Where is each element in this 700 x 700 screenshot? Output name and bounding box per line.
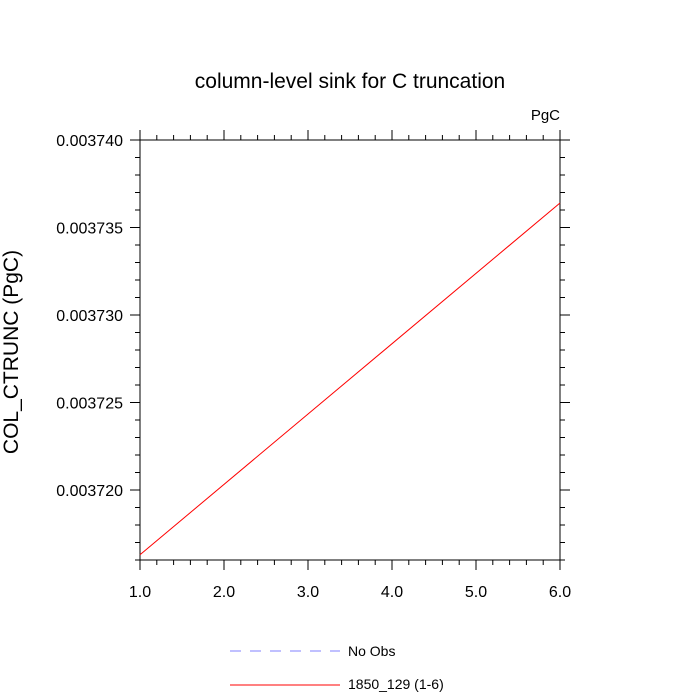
y-tick-label: 0.003725 bbox=[56, 396, 123, 413]
x-tick-label: 1.0 bbox=[129, 584, 151, 601]
legend-label-no-obs: No Obs bbox=[348, 643, 396, 659]
units-label: PgC bbox=[530, 107, 560, 124]
plot-frame bbox=[139, 139, 561, 561]
y-tick-label: 0.003735 bbox=[56, 221, 123, 238]
series-line bbox=[139, 202, 561, 556]
x-tick-label: 6.0 bbox=[549, 584, 571, 601]
y-tick-label: 0.003740 bbox=[56, 133, 123, 150]
y-tick-label: 0.003720 bbox=[56, 483, 123, 500]
legend-label-1850-129: 1850_129 (1-6) bbox=[348, 676, 444, 692]
x-tick-label: 3.0 bbox=[297, 584, 319, 601]
chart-title: column-level sink for C truncation bbox=[194, 70, 506, 93]
x-tick-label: 4.0 bbox=[381, 584, 403, 601]
x-tick-label: 2.0 bbox=[213, 584, 235, 601]
y-tick-label: 0.003730 bbox=[56, 308, 123, 325]
x-tick-label: 5.0 bbox=[465, 584, 487, 601]
